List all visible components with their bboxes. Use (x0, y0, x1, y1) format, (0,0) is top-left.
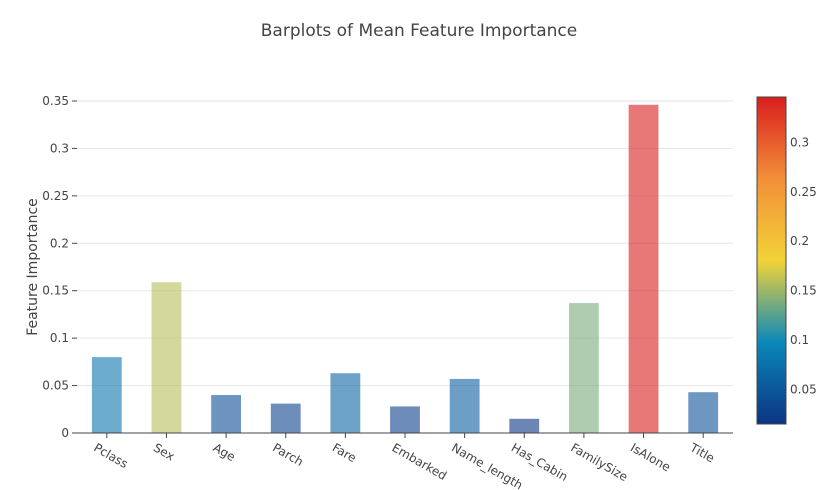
x-tick-label: Fare (330, 440, 359, 465)
axes: 0 0.05 0.1 0.15 0.2 0.25 0.3 0.35 Pclass Sex Age Pa… (25, 94, 733, 490)
colorbar: 0.05 0.1 0.15 0.2 0.25 0.3 (756, 96, 817, 425)
bars (91, 104, 719, 434)
colorbar-tick-label: 0.3 (790, 135, 809, 149)
bar (151, 282, 182, 433)
y-axis-title: Feature Importance (25, 198, 41, 336)
x-tick-label: Sex (151, 440, 177, 463)
colorbar-tick-label: 0.15 (790, 284, 817, 298)
bar (91, 357, 122, 433)
x-tick-label: Pclass (91, 440, 130, 471)
x-tick-label: IsAlone (628, 440, 673, 474)
gridlines (77, 100, 733, 387)
x-tick-label: Age (211, 440, 238, 464)
bar (270, 403, 301, 433)
chart-title: Barplots of Mean Feature Importance (260, 21, 578, 41)
colorbar-tick-label: 0.05 (790, 382, 817, 396)
bar (628, 104, 659, 434)
bar (569, 303, 599, 433)
x-tick-label: Embarked (390, 440, 450, 482)
colorbar-tick-label: 0.1 (790, 333, 809, 347)
bar (509, 418, 540, 433)
bar (390, 406, 420, 433)
colorbar-gradient (756, 96, 787, 425)
x-tick-label: FamilySize (568, 440, 630, 484)
y-tick-label: 0.25 (42, 189, 69, 203)
x-tick-label: Title (687, 440, 717, 465)
y-tick-label: 0.1 (50, 331, 69, 345)
colorbar-tick-label: 0.2 (790, 234, 809, 248)
bar (688, 392, 719, 433)
y-tick-label: 0.05 (42, 379, 69, 393)
bar (211, 395, 241, 433)
y-tick-label: 0.15 (42, 284, 69, 298)
bar (330, 373, 361, 433)
bar (449, 378, 480, 433)
x-tick-label: Parch (270, 440, 306, 469)
colorbar-tick-label: 0.25 (790, 185, 817, 199)
y-tick-label: 0.2 (50, 236, 69, 250)
y-tick-label: 0 (61, 426, 69, 440)
y-tick-label: 0.3 (50, 141, 69, 155)
y-tick-label: 0.35 (42, 94, 69, 108)
